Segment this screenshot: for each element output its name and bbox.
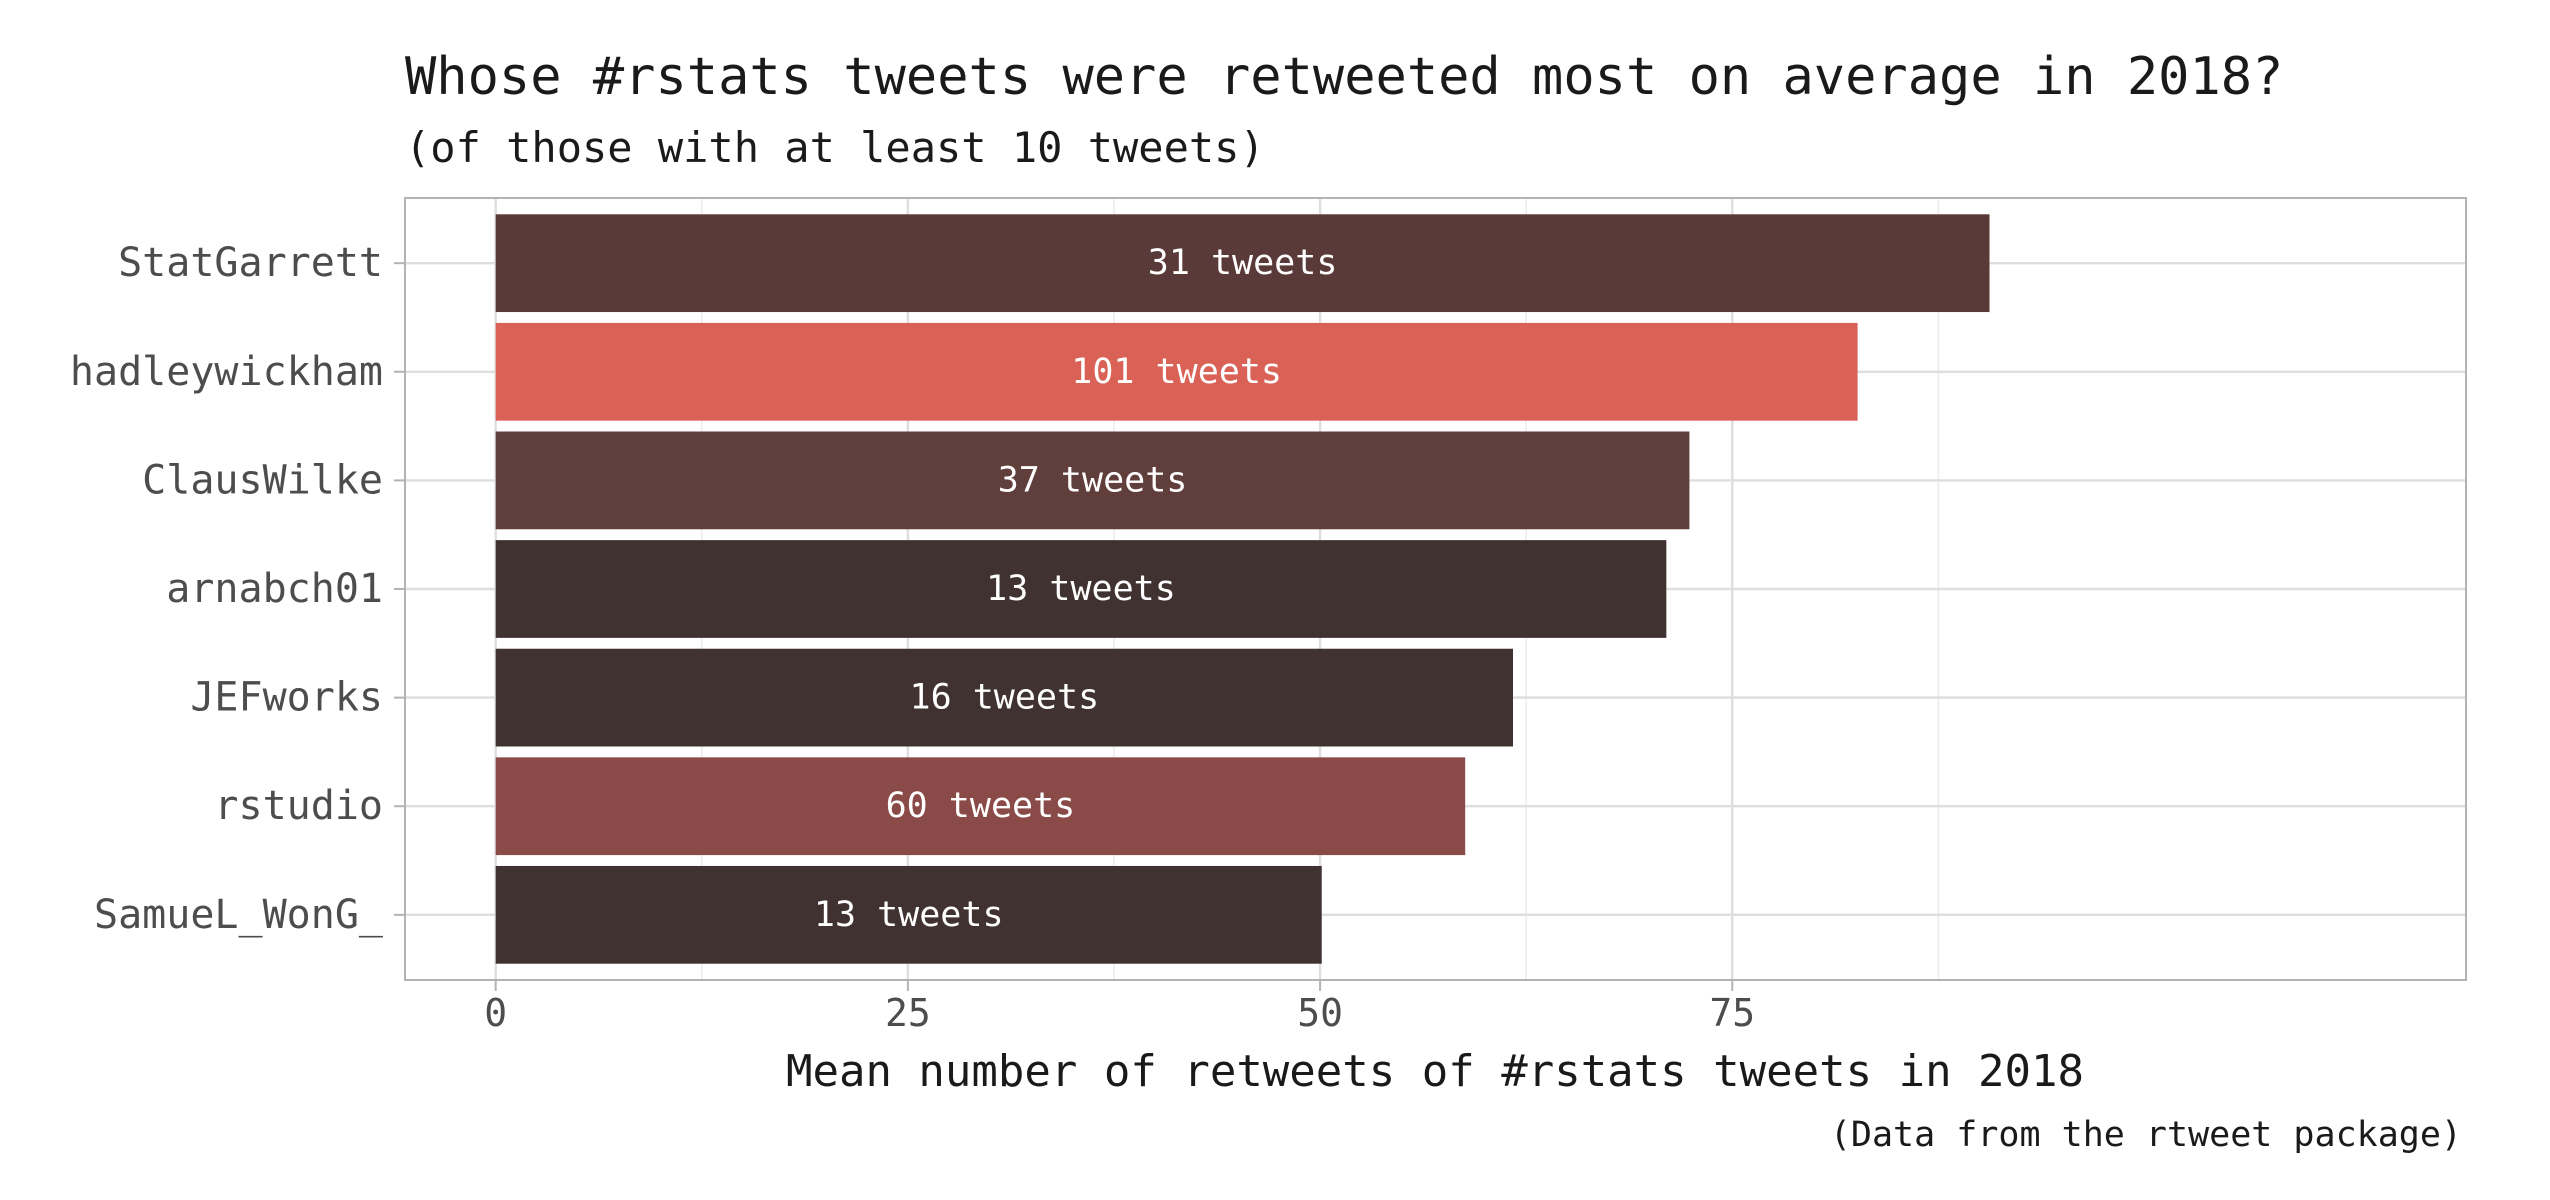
x-tick-label: 50 <box>1297 991 1343 1035</box>
x-tick-label: 25 <box>885 991 931 1035</box>
chart-subtitle: (of those with at least 10 tweets) <box>405 123 1265 172</box>
chart-caption: (Data from the rtweet package) <box>1830 1115 2462 1155</box>
bar-label: 13 tweets <box>986 569 1176 609</box>
bar <box>495 214 1990 313</box>
bar <box>495 322 1858 421</box>
y-tick-label: rstudio <box>214 783 383 829</box>
bar <box>495 648 1513 747</box>
bar <box>495 865 1322 964</box>
x-axis: 0 25 50 75 <box>484 980 1755 1035</box>
bar-label: 37 tweets <box>998 460 1188 500</box>
bars <box>495 214 1990 964</box>
bar <box>495 431 1690 530</box>
y-tick-label: ClausWilke <box>142 457 383 503</box>
bar-label: 16 tweets <box>910 678 1100 718</box>
bar-label: 60 tweets <box>886 786 1076 826</box>
bar-label: 13 tweets <box>814 895 1004 935</box>
y-tick-label: StatGarrett <box>118 240 383 286</box>
x-tick-label: 0 <box>484 991 507 1035</box>
y-axis: StatGarrett hadleywickham ClausWilke arnabc… <box>70 240 405 938</box>
x-tick-label: 75 <box>1709 991 1755 1035</box>
bar <box>495 540 1667 638</box>
y-tick-label: SamueL_WonG_ <box>94 892 384 938</box>
x-axis-title: Mean number of retweets of #rstats tweet… <box>786 1046 2084 1097</box>
y-tick-label: arnabch01 <box>166 566 383 612</box>
bar-label: 31 tweets <box>1148 243 1338 283</box>
bar <box>495 757 1466 856</box>
bar-labels: 31 tweets 101 tweets 37 tweets 13 tweets 16 … <box>814 243 1338 935</box>
bar-label: 101 tweets <box>1071 352 1282 392</box>
y-tick-label: hadleywickham <box>70 349 383 395</box>
y-tick-label: JEFworks <box>190 675 383 721</box>
chart-title: Whose #rstats tweets were retweeted most… <box>405 47 2283 107</box>
